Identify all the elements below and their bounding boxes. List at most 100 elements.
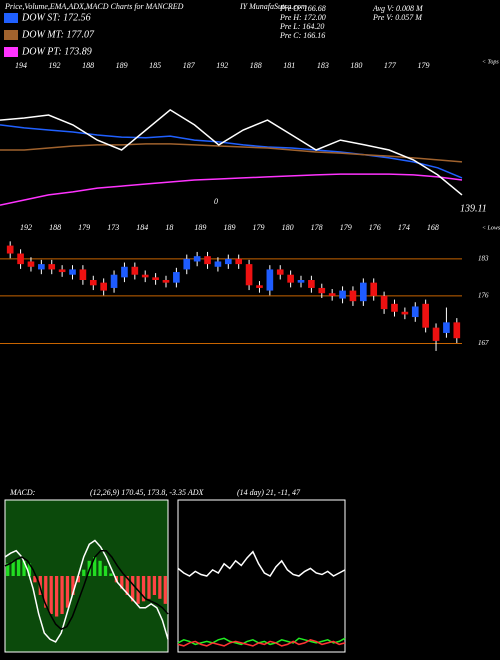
- low-label: 180: [282, 223, 294, 232]
- candle-body: [432, 327, 440, 341]
- histogram-bar: [60, 576, 64, 614]
- lows-marker: < Lows: [482, 225, 500, 231]
- stat: Pre L: 164.20: [279, 22, 324, 31]
- top-label: 179: [417, 61, 429, 70]
- histogram-bar: [131, 576, 135, 602]
- annotation: 139.11: [460, 203, 487, 214]
- candle-body: [411, 306, 419, 318]
- histogram-bar: [54, 576, 59, 617]
- low-label: 173: [107, 223, 119, 232]
- low-label: 178: [311, 223, 323, 232]
- y-tick-label: 183: [478, 254, 489, 262]
- candle-body: [38, 264, 45, 270]
- histogram-bar: [27, 563, 32, 576]
- legend-swatch: [4, 47, 18, 57]
- low-label: 179: [78, 223, 90, 232]
- top-label: 183: [317, 61, 329, 70]
- histogram-bar: [103, 565, 108, 576]
- histogram-bar: [93, 557, 97, 576]
- stat: Pre H: 172.00: [279, 13, 326, 22]
- low-label: 188: [49, 223, 61, 232]
- candle-body: [79, 269, 87, 280]
- candle-body: [224, 258, 232, 265]
- series-line: [0, 124, 463, 179]
- histogram-bar: [6, 563, 10, 576]
- candle-body: [391, 303, 398, 312]
- candle-body: [318, 287, 326, 294]
- histogram-bar: [16, 559, 21, 576]
- candle-body: [121, 266, 128, 278]
- low-label: 179: [340, 223, 352, 232]
- candle-body: [308, 280, 315, 288]
- legend-swatch: [4, 30, 18, 40]
- histogram-bar: [163, 576, 167, 604]
- candle-body: [69, 269, 76, 275]
- macd-values: (12,26,9) 170.45, 173.8, -3.35 ADX: [90, 488, 205, 497]
- candle-body: [256, 285, 263, 288]
- stat: Avg V: 0.008 M: [372, 4, 424, 13]
- candle-body: [328, 293, 336, 296]
- candle-body: [89, 280, 97, 286]
- candle-body: [349, 290, 357, 302]
- adx-values: (14 day) 21, -11, 47: [237, 488, 301, 497]
- low-label: 176: [369, 223, 381, 232]
- legend-label: DOW PT: 173.89: [21, 46, 92, 57]
- legend-label: DOW MT: 177.07: [21, 29, 95, 40]
- candle-body: [162, 280, 170, 283]
- candle-body: [131, 266, 139, 275]
- candle-body: [380, 295, 388, 310]
- annotation: 0: [214, 197, 218, 206]
- title-site: IY MunafaSutra.com: [239, 2, 307, 11]
- candle-body: [27, 261, 35, 267]
- candle-body: [443, 322, 450, 333]
- histogram-bar: [141, 576, 146, 602]
- tops-marker: < Tops: [482, 59, 499, 65]
- candle-body: [183, 258, 191, 270]
- top-label: 177: [384, 61, 397, 70]
- top-label: 194: [15, 61, 27, 70]
- candle-body: [235, 258, 243, 265]
- candle-body: [48, 264, 56, 270]
- histogram-bar: [49, 576, 53, 614]
- candle-body: [193, 256, 201, 262]
- stat: Pre C: 166.16: [279, 31, 325, 40]
- top-label: 189: [116, 61, 128, 70]
- low-label: 174: [398, 223, 410, 232]
- series-line: [4, 539, 169, 643]
- candle-body: [152, 277, 159, 280]
- candle-body: [141, 274, 149, 278]
- candle-body: [276, 269, 284, 275]
- candle-body: [17, 253, 24, 265]
- series-line: [0, 143, 463, 163]
- histogram-bar: [44, 576, 48, 608]
- histogram-bar: [11, 560, 15, 576]
- histogram-bar: [147, 576, 151, 599]
- candle-body: [245, 264, 253, 286]
- candle-body: [401, 311, 409, 315]
- top-label: 181: [283, 61, 295, 70]
- macd-label: MACD:: [9, 488, 36, 497]
- candle-body: [58, 269, 66, 273]
- candle-body: [214, 261, 222, 267]
- candle-body: [422, 303, 429, 328]
- top-label: 185: [149, 61, 161, 70]
- histogram-bar: [120, 576, 124, 589]
- histogram-bar: [152, 576, 157, 595]
- top-label: 192: [216, 61, 228, 70]
- legend-swatch: [4, 13, 18, 23]
- candle-body: [173, 272, 180, 283]
- low-label: 184: [136, 223, 148, 232]
- histogram-bar: [158, 576, 162, 599]
- candle-body: [370, 282, 378, 296]
- histogram-bar: [98, 560, 102, 576]
- candle-body: [110, 274, 118, 288]
- candle-body: [100, 282, 107, 291]
- candle-body: [339, 290, 346, 299]
- histogram-bar: [71, 576, 75, 595]
- top-label: 192: [49, 61, 61, 70]
- histogram-bar: [22, 560, 26, 576]
- histogram-bar: [33, 576, 37, 583]
- series-line: [0, 108, 463, 196]
